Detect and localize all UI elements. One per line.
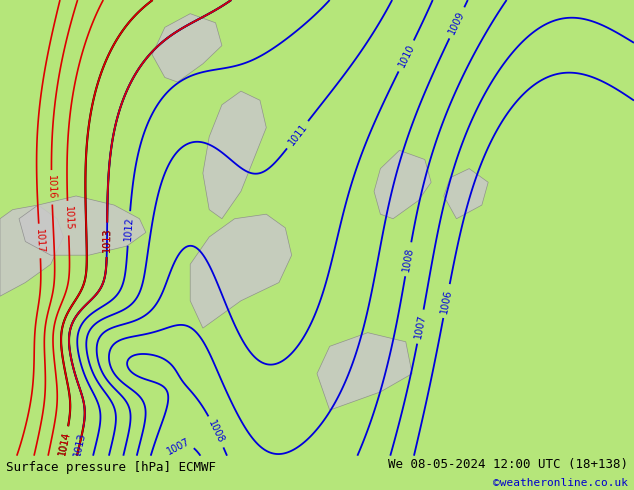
Polygon shape [0, 205, 63, 296]
Text: We 08-05-2024 12:00 UTC (18+138): We 08-05-2024 12:00 UTC (18+138) [387, 458, 628, 471]
Text: ©weatheronline.co.uk: ©weatheronline.co.uk [493, 478, 628, 488]
Polygon shape [317, 333, 412, 410]
Polygon shape [203, 91, 266, 219]
Text: 1007: 1007 [413, 314, 427, 340]
Text: 1015: 1015 [63, 206, 74, 231]
Text: 1006: 1006 [439, 288, 454, 314]
Text: 1017: 1017 [34, 228, 45, 253]
Text: 1016: 1016 [46, 175, 57, 199]
Text: Surface pressure [hPa] ECMWF: Surface pressure [hPa] ECMWF [6, 461, 216, 474]
Polygon shape [374, 150, 431, 219]
Text: 1010: 1010 [396, 43, 416, 69]
Text: 1014: 1014 [57, 430, 72, 456]
Polygon shape [190, 214, 292, 328]
Text: 1013: 1013 [72, 431, 87, 457]
Text: 1011: 1011 [286, 122, 309, 147]
Text: 1008: 1008 [207, 418, 226, 445]
Text: 1014: 1014 [57, 430, 72, 456]
Text: 1009: 1009 [447, 10, 467, 36]
Text: 1013: 1013 [102, 227, 112, 252]
Text: 1013: 1013 [102, 227, 112, 252]
Polygon shape [19, 196, 146, 255]
Text: 1012: 1012 [123, 216, 134, 241]
Polygon shape [152, 14, 222, 82]
Text: 1007: 1007 [165, 437, 191, 457]
Polygon shape [444, 169, 488, 219]
Text: 1008: 1008 [401, 246, 415, 272]
